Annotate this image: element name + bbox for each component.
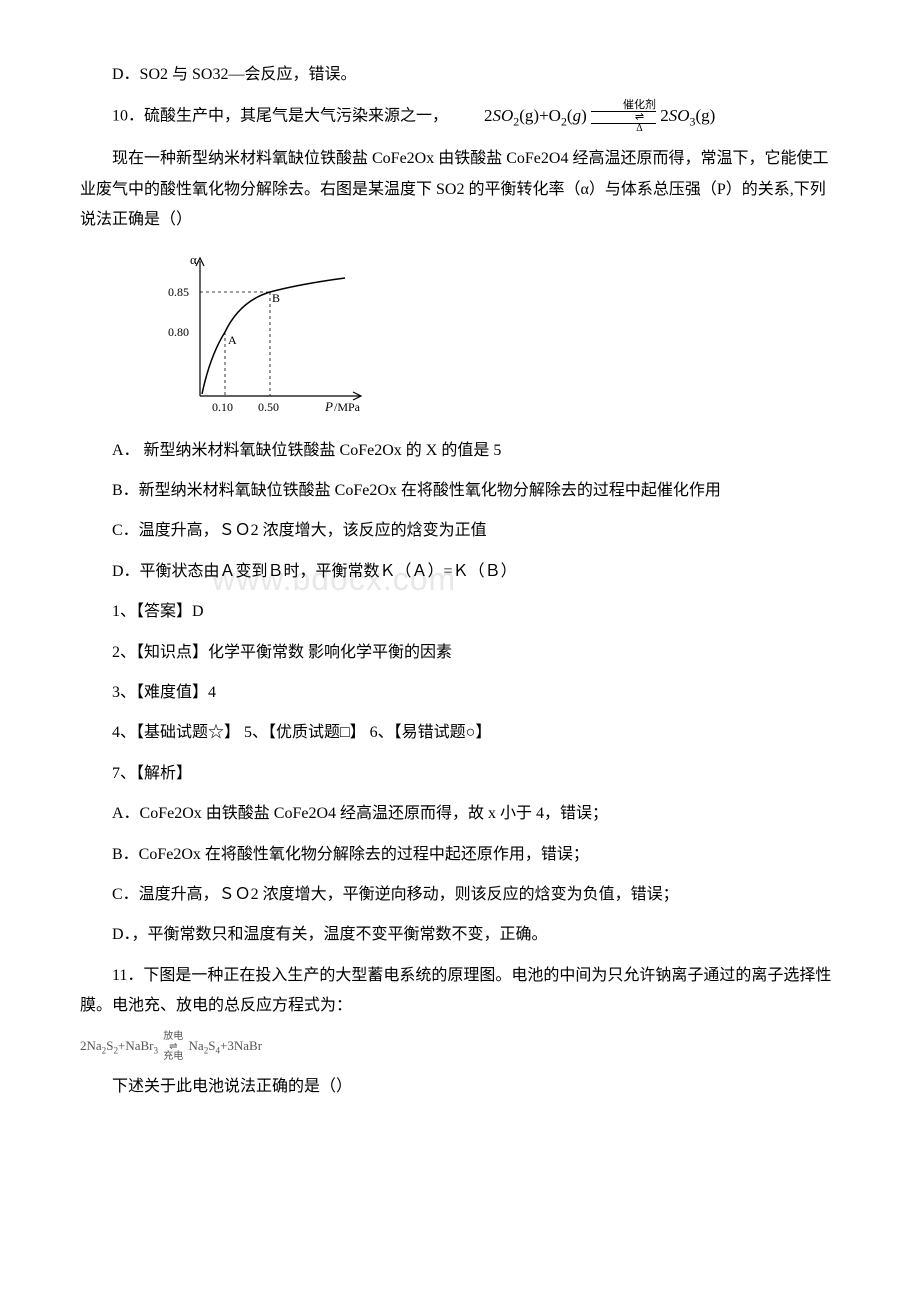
chart-ytick-085: 0.85: [168, 285, 189, 299]
q10-answer-2: 2、【知识点】化学平衡常数 影响化学平衡的因素: [80, 638, 840, 668]
q10-option-d: D．平衡状态由Ａ变到Ｂ时，平衡常数Ｋ（Ａ）=Ｋ（Ｂ） www.bdocx.com: [80, 557, 840, 587]
q10-stem-text: 10．硫酸生产中，其尾气是大气污染来源之一，: [112, 108, 448, 125]
q10-answer-1: 1、【答案】D: [80, 597, 840, 627]
chart-point-b: B: [272, 291, 280, 305]
q11-stem-1: 11．下图是一种正在投入生产的大型蓄电系统的原理图。电池的中间为只允许钠离子通过…: [80, 961, 840, 1022]
chart-ytick-080: 0.80: [168, 325, 189, 339]
q10-answer-456: 4、【基础试题☆】 5、【优质试题□】 6、【易错试题○】: [80, 718, 840, 748]
formula-bottom-label: Δ: [591, 123, 656, 134]
q10-analysis-d: D．，平衡常数只和温度有关，温度不变平衡常数不变，正确。: [80, 920, 840, 950]
q11-formula: 2Na2S2+NaBr3 放电 ⇌ 充电 Na2S4+3NaBr: [80, 1032, 840, 1062]
q10-analysis-a: A．CoFe2Ox 由铁酸盐 CoFe2O4 经高温还原而得，故 x 小于 4，…: [80, 799, 840, 829]
q11-stem-2: 下述关于此电池说法正确的是（）: [80, 1072, 840, 1102]
formula-top-label: 催化剂: [591, 100, 656, 112]
q10-chart: α 0.85 0.80 A B 0.10 0.50 P /MPa: [160, 246, 380, 426]
q10-reaction-formula: 2SO2(g)+O2(g) 催化剂 ⇌ Δ 2SO3(g): [452, 100, 715, 134]
chart-ylabel: α: [190, 252, 197, 267]
q10-option-c: C．温度升高，ＳＯ2 浓度增大，该反应的焓变为正值: [80, 516, 840, 546]
q10-answer-7: 7、【解析】: [80, 759, 840, 789]
q9-option-d: D．SO2 与 SO32—会反应，错误。: [80, 60, 840, 90]
chart-svg: α 0.85 0.80 A B 0.10 0.50 P /MPa: [160, 246, 380, 426]
q10-stem-line2: 现在一种新型纳米材料氧缺位铁酸盐 CoFe2Ox 由铁酸盐 CoFe2O4 经高…: [80, 144, 840, 235]
q10-analysis-c: C．温度升高，ＳＯ2 浓度增大，平衡逆向移动，则该反应的焓变为负值，错误；: [80, 880, 840, 910]
q10-answer-3: 3、【难度值】4: [80, 678, 840, 708]
q11-formula-bottom: 充电: [163, 1052, 183, 1062]
q10-option-b: B．新型纳米材料氧缺位铁酸盐 CoFe2Ox 在将酸性氧化物分解除去的过程中起催…: [80, 476, 840, 506]
q10-option-a: A． 新型纳米材料氧缺位铁酸盐 CoFe2Ox 的 X 的值是 5: [80, 436, 840, 466]
chart-xtick-050: 0.50: [258, 400, 279, 414]
q10-analysis-b: B．CoFe2Ox 在将酸性氧化物分解除去的过程中起还原作用，错误；: [80, 840, 840, 870]
chart-xlabel: P: [324, 399, 333, 414]
chart-point-a: A: [228, 333, 237, 347]
chart-xlabel-unit: /MPa: [334, 400, 361, 414]
chart-xtick-010: 0.10: [212, 400, 233, 414]
q10-stem-line1: 10．硫酸生产中，其尾气是大气污染来源之一， 2SO2(g)+O2(g) 催化剂…: [80, 100, 840, 134]
